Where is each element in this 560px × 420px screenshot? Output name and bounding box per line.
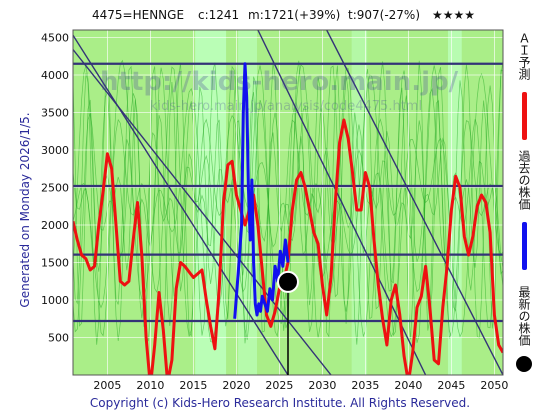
- y-tick-label: 3000: [41, 144, 69, 157]
- copyright-footer: Copyright (c) Kids-Hero Research Institu…: [89, 396, 471, 410]
- legend-latest-dot: [516, 356, 532, 372]
- watermark-line1: http://kids-hero.main.jp/: [100, 67, 459, 97]
- x-tick-label: 2035: [351, 379, 379, 392]
- legend-ai-swatch: [522, 92, 527, 140]
- x-tick-label: 2010: [136, 379, 164, 392]
- legend-past-swatch: [522, 222, 527, 270]
- y-tick-label: 500: [48, 332, 69, 345]
- ai-forecast-line: [73, 118, 503, 375]
- x-tick-label: 2030: [308, 379, 336, 392]
- y-tick-label: 4500: [41, 32, 69, 45]
- trend-line: [257, 30, 427, 375]
- legend-ai-label: ＡＩ予測: [517, 32, 531, 80]
- target-price-label: t:907(-27%): [348, 8, 421, 22]
- y-tick-label: 4000: [41, 69, 69, 82]
- x-tick-label: 2045: [437, 379, 465, 392]
- max-price-label: m:1721(+39%): [248, 8, 341, 22]
- legend-past-label: 過去の株価: [517, 150, 531, 210]
- x-tick-label: 2020: [222, 379, 250, 392]
- background-texture-line: [73, 65, 503, 338]
- current-price-label: c:1241: [198, 8, 240, 22]
- stock-code-label: 4475=HENNGE: [92, 8, 185, 22]
- y-tick-label: 1500: [41, 257, 69, 270]
- y-tick-label: 1000: [41, 294, 69, 307]
- watermark: http://kids-hero.main.jp/ kids-hero.main…: [100, 67, 459, 114]
- y-tick-label: 3500: [41, 107, 69, 120]
- x-tick-label: 2040: [394, 379, 422, 392]
- x-tick-label: 2015: [179, 379, 207, 392]
- past-price-line: [233, 62, 290, 319]
- watermark-line2: kids-hero.main.jp/analysis/code4475.html: [150, 99, 422, 114]
- latest-price-marker: [277, 270, 299, 293]
- y-tick-label: 2500: [41, 182, 69, 195]
- legend-latest-label: 最新の株価: [517, 286, 531, 346]
- header-bar: 4475=HENNGE c:1241 m:1721(+39%) t:907(-2…: [0, 8, 560, 26]
- x-tick-label: 2005: [93, 379, 121, 392]
- trend-line: [326, 30, 503, 375]
- rating-stars: ★★★★: [432, 8, 476, 22]
- trend-line: [73, 34, 289, 375]
- x-tick-label: 2050: [480, 379, 508, 392]
- x-tick-label: 2025: [265, 379, 293, 392]
- y-tick-label: 2000: [41, 219, 69, 232]
